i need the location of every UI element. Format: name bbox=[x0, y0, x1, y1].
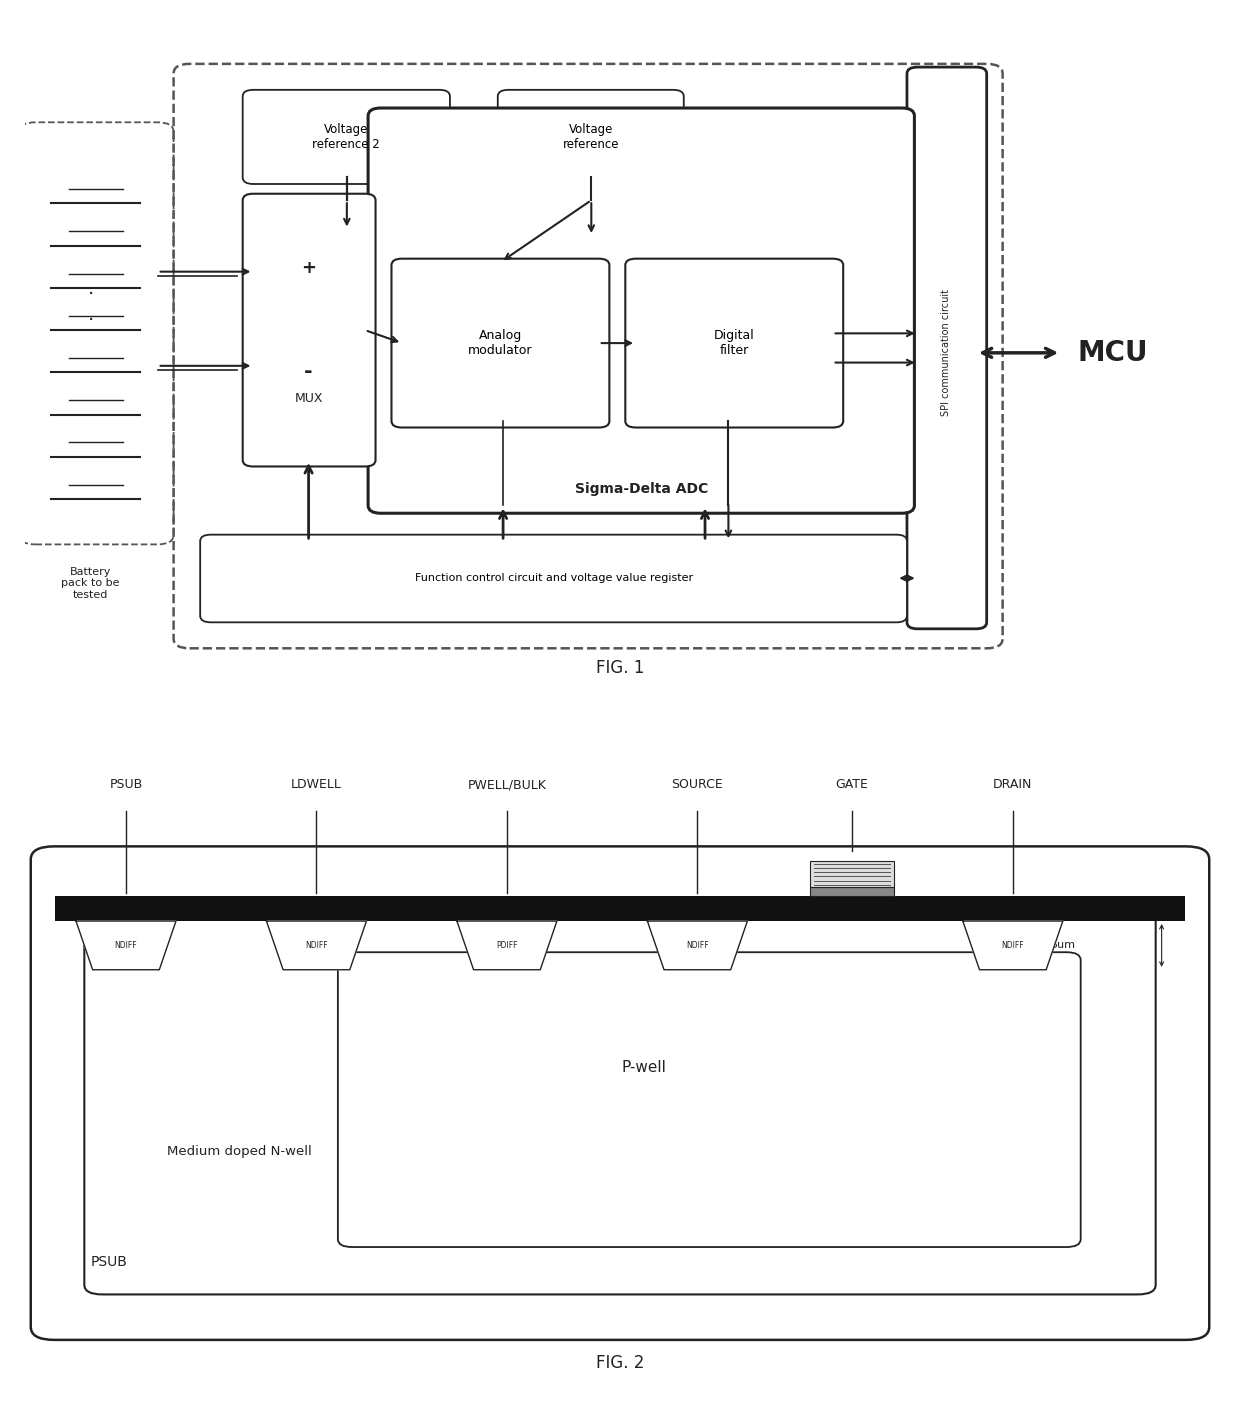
Text: SOURCE: SOURCE bbox=[672, 778, 723, 791]
Text: P-well: P-well bbox=[621, 1059, 666, 1075]
Polygon shape bbox=[647, 922, 748, 969]
Bar bbox=[811, 886, 894, 896]
Text: PSUB: PSUB bbox=[91, 1255, 128, 1269]
Text: MCU: MCU bbox=[1078, 339, 1147, 367]
Text: 5um: 5um bbox=[1050, 940, 1075, 950]
Text: Medium doped N-well: Medium doped N-well bbox=[166, 1145, 311, 1158]
Text: FIG. 1: FIG. 1 bbox=[595, 658, 645, 677]
Text: PDIFF: PDIFF bbox=[496, 941, 517, 950]
FancyBboxPatch shape bbox=[243, 90, 450, 184]
FancyBboxPatch shape bbox=[243, 194, 376, 467]
Text: NDIFF: NDIFF bbox=[1002, 941, 1024, 950]
Text: ·: · bbox=[88, 284, 94, 304]
Text: Voltage
reference 2: Voltage reference 2 bbox=[312, 122, 381, 151]
Text: Voltage
reference: Voltage reference bbox=[563, 122, 619, 151]
FancyBboxPatch shape bbox=[392, 259, 609, 428]
Text: +: + bbox=[301, 259, 316, 277]
Text: NDIFF: NDIFF bbox=[114, 941, 138, 950]
FancyBboxPatch shape bbox=[84, 912, 1156, 1294]
Text: SPI communication circuit: SPI communication circuit bbox=[941, 290, 951, 416]
Text: Analog
modulator: Analog modulator bbox=[469, 329, 533, 357]
Text: -: - bbox=[304, 363, 312, 383]
Bar bbox=[55, 896, 1185, 922]
FancyBboxPatch shape bbox=[906, 68, 987, 629]
FancyBboxPatch shape bbox=[31, 847, 1209, 1339]
Text: NDIFF: NDIFF bbox=[305, 941, 327, 950]
Polygon shape bbox=[76, 922, 176, 969]
FancyBboxPatch shape bbox=[337, 953, 1081, 1247]
Text: MUX: MUX bbox=[294, 391, 322, 405]
Text: Function control circuit and voltage value register: Function control circuit and voltage val… bbox=[414, 574, 693, 584]
FancyBboxPatch shape bbox=[368, 108, 914, 514]
Text: Battery
pack to be
tested: Battery pack to be tested bbox=[62, 567, 120, 599]
Text: NDIFF: NDIFF bbox=[686, 941, 709, 950]
FancyBboxPatch shape bbox=[497, 90, 683, 184]
FancyBboxPatch shape bbox=[625, 259, 843, 428]
FancyBboxPatch shape bbox=[200, 535, 906, 622]
Text: FIG. 2: FIG. 2 bbox=[595, 1354, 645, 1372]
Text: GATE: GATE bbox=[836, 778, 868, 791]
Text: LDWELL: LDWELL bbox=[291, 778, 342, 791]
Polygon shape bbox=[962, 922, 1063, 969]
Text: PWELL/BULK: PWELL/BULK bbox=[467, 778, 547, 791]
Text: PSUB: PSUB bbox=[109, 778, 143, 791]
Text: Sigma-Delta ADC: Sigma-Delta ADC bbox=[574, 483, 708, 497]
Polygon shape bbox=[267, 922, 367, 969]
Text: DRAIN: DRAIN bbox=[993, 778, 1033, 791]
Text: Digital
filter: Digital filter bbox=[714, 329, 755, 357]
Bar bbox=[811, 861, 894, 886]
Polygon shape bbox=[456, 922, 557, 969]
Text: ·: · bbox=[88, 311, 94, 329]
